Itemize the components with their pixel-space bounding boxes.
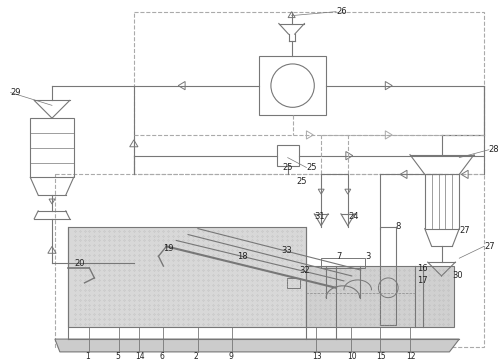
- Bar: [68, 227, 306, 327]
- Text: 18: 18: [238, 252, 248, 261]
- Bar: [30, 118, 74, 177]
- Text: 10: 10: [347, 352, 356, 361]
- Text: 14: 14: [135, 352, 144, 361]
- Polygon shape: [55, 339, 460, 352]
- Bar: [259, 56, 326, 115]
- Text: 29: 29: [10, 88, 21, 97]
- Bar: [277, 145, 298, 166]
- Bar: [134, 12, 484, 174]
- Text: 20: 20: [74, 259, 85, 268]
- Bar: [286, 278, 300, 288]
- Bar: [55, 174, 484, 347]
- Text: 25: 25: [306, 163, 317, 172]
- Text: 33: 33: [282, 246, 292, 255]
- Text: 16: 16: [417, 264, 428, 273]
- Bar: [306, 266, 454, 327]
- Text: 13: 13: [312, 352, 322, 361]
- Text: 24: 24: [349, 212, 360, 221]
- Text: 32: 32: [300, 266, 310, 274]
- Text: 2: 2: [194, 352, 198, 361]
- Text: 25: 25: [282, 163, 293, 172]
- Text: 30: 30: [452, 272, 463, 281]
- Text: 25: 25: [296, 177, 307, 186]
- Text: 12: 12: [406, 352, 415, 361]
- Text: 17: 17: [417, 276, 428, 285]
- Text: 3: 3: [366, 252, 371, 261]
- Text: 27: 27: [460, 226, 470, 235]
- Text: 7: 7: [336, 252, 342, 261]
- Text: 28: 28: [489, 145, 500, 154]
- Text: 27: 27: [484, 242, 494, 251]
- Bar: [321, 258, 364, 268]
- Text: 31: 31: [314, 212, 325, 221]
- Text: 9: 9: [228, 352, 234, 361]
- Text: 15: 15: [376, 352, 386, 361]
- Text: 1: 1: [86, 352, 90, 361]
- Bar: [380, 227, 396, 325]
- Text: 8: 8: [395, 222, 400, 231]
- Text: 5: 5: [115, 352, 120, 361]
- Text: 19: 19: [164, 244, 174, 253]
- Text: 6: 6: [160, 352, 164, 361]
- Bar: [424, 174, 460, 229]
- Text: 26: 26: [336, 7, 346, 16]
